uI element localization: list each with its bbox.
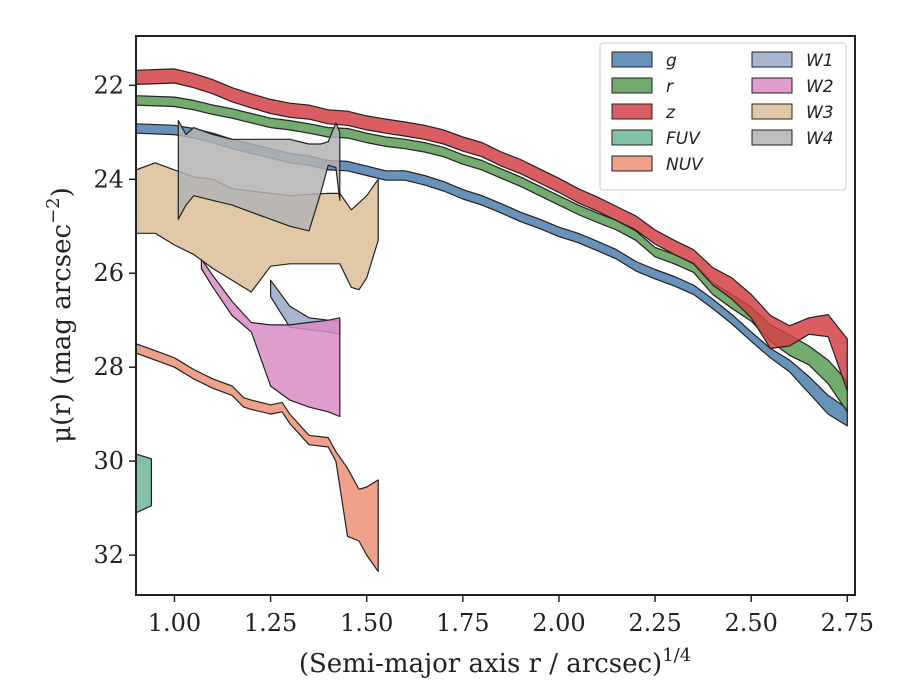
legend-label-r: r bbox=[666, 77, 674, 97]
band-nuv bbox=[136, 343, 379, 573]
legend-swatch-nuv bbox=[611, 155, 653, 172]
y-axis-label-close: ) bbox=[47, 187, 77, 197]
y-axis-ticks: 22 24 26 28 30 32 bbox=[93, 71, 136, 569]
y-tick-label: 30 bbox=[93, 447, 124, 475]
legend: grz FUV NUV W1 W2 W3 W4 bbox=[599, 42, 847, 191]
legend-swatch-w1 bbox=[751, 51, 793, 68]
y-tick-label: 32 bbox=[93, 541, 124, 569]
band-w2 bbox=[200, 258, 341, 418]
legend-label-nuv: NUV bbox=[666, 155, 704, 175]
y-tick-label: 24 bbox=[93, 165, 124, 193]
legend-swatch-fuv bbox=[611, 129, 653, 146]
band-r bbox=[136, 95, 848, 413]
legend-label-w3: W3 bbox=[806, 103, 834, 123]
legend-label-fuv: FUV bbox=[666, 129, 701, 149]
legend-items: grz FUV NUV W1 W2 W3 W4 bbox=[611, 51, 834, 175]
legend-swatch-w2 bbox=[751, 77, 793, 94]
legend-label-w4: W4 bbox=[806, 129, 834, 149]
x-tick-label: 1.00 bbox=[148, 609, 201, 637]
x-axis-ticks: 1.00 1.25 1.50 1.75 2.00 2.25 2.50 2.75 bbox=[148, 595, 874, 637]
x-tick-label: 2.00 bbox=[532, 609, 585, 637]
legend-swatch-w3 bbox=[751, 103, 793, 120]
x-tick-label: 2.75 bbox=[821, 609, 874, 637]
legend-swatch-g bbox=[611, 51, 653, 68]
band-fuv bbox=[136, 453, 152, 514]
x-axis-label-main: (Semi-major axis r / arcsec) bbox=[299, 649, 662, 679]
legend-label-g: g bbox=[666, 51, 677, 71]
x-tick-label: 1.75 bbox=[436, 609, 489, 637]
band-w4 bbox=[177, 119, 341, 232]
band-g bbox=[136, 123, 848, 427]
y-tick-label: 26 bbox=[93, 259, 124, 287]
legend-label-w1: W1 bbox=[806, 51, 834, 71]
plot-frame bbox=[135, 35, 856, 596]
y-axis-label-exponent: −2 bbox=[43, 197, 64, 224]
profile-bands bbox=[136, 68, 848, 573]
legend-swatch-r bbox=[611, 77, 653, 94]
x-tick-label: 1.50 bbox=[340, 609, 393, 637]
x-tick-label: 2.25 bbox=[628, 609, 681, 637]
x-axis-label: (Semi-major axis r / arcsec)1/4 bbox=[299, 645, 691, 679]
x-tick-label: 1.25 bbox=[244, 609, 297, 637]
x-tick-label: 2.50 bbox=[724, 609, 777, 637]
y-axis-label-main: μ(r) (mag arcsec bbox=[47, 224, 77, 443]
y-tick-label: 28 bbox=[93, 353, 124, 381]
x-axis-label-exponent: 1/4 bbox=[662, 645, 691, 666]
legend-label-z: z bbox=[665, 103, 676, 123]
legend-label-w2: W2 bbox=[806, 77, 834, 97]
y-tick-label: 22 bbox=[93, 71, 124, 99]
y-axis-label: μ(r) (mag arcsec−2) bbox=[43, 187, 77, 443]
band-z bbox=[136, 68, 848, 392]
legend-swatch-w4 bbox=[751, 129, 793, 146]
legend-swatch-z bbox=[611, 103, 653, 120]
